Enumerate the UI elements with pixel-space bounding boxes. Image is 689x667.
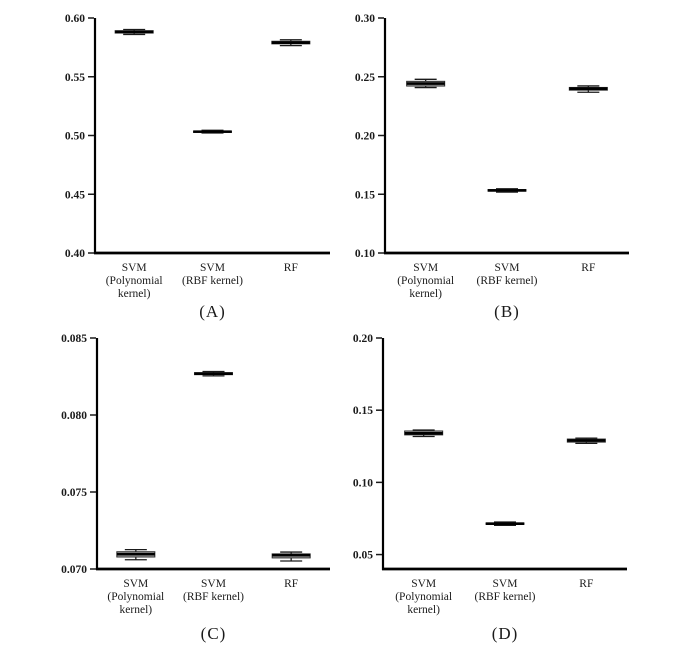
y-tick-label: 0.075 bbox=[61, 487, 87, 499]
y-tick-label: 0.40 bbox=[65, 248, 85, 260]
y-tick-label: 0.45 bbox=[65, 189, 85, 201]
category-label-rf: RF bbox=[581, 262, 595, 274]
category-label-svm-rbf: SVM bbox=[201, 578, 226, 590]
category-label-svm-polynomial: (Polynomial bbox=[107, 591, 164, 603]
y-tick-label: 0.080 bbox=[61, 410, 87, 422]
y-tick-label: 0.10 bbox=[353, 477, 373, 489]
panel-d-caption: (D) bbox=[491, 624, 519, 643]
panel-c: 0.070 0.075 0.080 0.085 SVM (Polynomial kernel… bbox=[30, 330, 345, 667]
category-label-rf: RF bbox=[284, 262, 298, 274]
category-label-svm-rbf: (RBF kernel) bbox=[474, 591, 535, 603]
boxplot-rf bbox=[271, 551, 311, 562]
y-tick-label: 0.15 bbox=[355, 189, 375, 201]
category-label-svm-rbf: (RBF kernel) bbox=[182, 275, 243, 287]
boxplot-svm-rbf bbox=[194, 370, 233, 377]
boxplot-svm-polynomial bbox=[406, 78, 446, 89]
category-label-svm-rbf: SVM bbox=[495, 262, 520, 274]
category-label-svm-polynomial: kernel) bbox=[120, 604, 153, 616]
panel-b-plot-canvas: 0.100.150.200.250.30SVM(Polynomialkernel… bbox=[355, 13, 629, 300]
boxplot-svm-polynomial bbox=[116, 548, 156, 561]
y-tick-label: 0.60 bbox=[65, 13, 85, 25]
y-tick-label: 0.25 bbox=[355, 72, 375, 84]
boxplot-svm-polynomial bbox=[114, 28, 154, 36]
category-label-svm-rbf: (RBF kernel) bbox=[476, 275, 537, 287]
y-tick-label: 0.15 bbox=[353, 405, 373, 417]
y-tick-label: 0.05 bbox=[353, 550, 373, 562]
panel-b-caption: (B) bbox=[494, 302, 520, 321]
panel-d-plot-canvas: 0.050.100.150.20SVM(Polynomialkernel)SVM… bbox=[353, 333, 627, 616]
y-tick-label: 0.070 bbox=[61, 564, 87, 576]
boxplot-svm-polynomial bbox=[404, 429, 444, 438]
category-label-rf: RF bbox=[284, 578, 298, 590]
category-label-svm-polynomial: kernel) bbox=[407, 604, 440, 616]
boxplot-svm-rbf bbox=[487, 188, 527, 193]
boxplot-svm-rbf bbox=[193, 129, 232, 134]
panel-c-plot-canvas: 0.0700.0750.0800.085SVM(Polynomialkernel… bbox=[61, 333, 330, 616]
y-tick-label: 0.50 bbox=[65, 131, 85, 143]
y-tick-label: 0.20 bbox=[355, 131, 375, 143]
category-label-rf: RF bbox=[579, 578, 593, 590]
category-label-svm-rbf: SVM bbox=[200, 262, 225, 274]
category-label-svm-polynomial: SVM bbox=[123, 578, 148, 590]
category-label-svm-polynomial: SVM bbox=[122, 262, 147, 274]
panel-a-caption: (A) bbox=[199, 302, 226, 321]
boxplot-rf bbox=[271, 39, 311, 47]
category-label-svm-polynomial: kernel) bbox=[409, 288, 442, 300]
y-tick-label: 0.20 bbox=[353, 333, 373, 345]
y-tick-label: 0.55 bbox=[65, 72, 85, 84]
panel-c-caption: (C) bbox=[200, 624, 227, 643]
category-label-svm-polynomial: SVM bbox=[413, 262, 438, 274]
panel-a-plot-canvas: 0.400.450.500.550.60SVM(Polynomialkernel… bbox=[65, 13, 330, 300]
category-label-svm-polynomial: kernel) bbox=[118, 288, 151, 300]
category-label-svm-polynomial: (Polynomial bbox=[106, 275, 163, 287]
boxplot-rf bbox=[568, 85, 608, 93]
category-label-svm-polynomial: (Polynomial bbox=[395, 591, 452, 603]
boxplot-rf bbox=[566, 437, 606, 445]
y-tick-label: 0.085 bbox=[61, 333, 87, 345]
boxplot-svm-rbf bbox=[485, 521, 525, 527]
category-label-svm-rbf: SVM bbox=[493, 578, 518, 590]
category-label-svm-rbf: (RBF kernel) bbox=[183, 591, 244, 603]
y-tick-label: 0.30 bbox=[355, 13, 375, 25]
panel-d: 0.05 0.10 0.15 0.20 SVM (Polynomial kernel) SVM… bbox=[345, 330, 689, 667]
panel-b: 0.10 0.15 0.20 0.25 0.30 SVM (Polynomial kernel… bbox=[345, 5, 689, 330]
y-tick-label: 0.10 bbox=[355, 248, 375, 260]
category-label-svm-polynomial: SVM bbox=[411, 578, 436, 590]
category-label-svm-polynomial: (Polynomial bbox=[397, 275, 454, 287]
panel-a: 0.40 0.45 0.50 0.55 0.60 SVM (Polynomial kernel… bbox=[30, 5, 345, 330]
